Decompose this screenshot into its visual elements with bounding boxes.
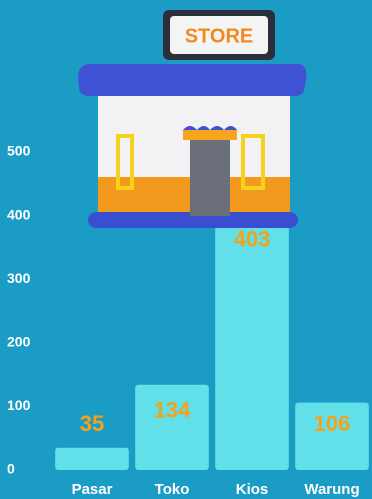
value-label: 35 [80,411,104,436]
value-label: 134 [154,398,191,423]
x-tick-label: Toko [155,481,190,498]
bar [295,402,369,470]
bar [135,384,209,470]
store-illustration: STORE [78,10,307,228]
y-tick-label: 300 [7,270,31,286]
y-tick-label: 400 [7,206,31,222]
sign-text: STORE [185,25,254,47]
value-label: 403 [234,227,271,252]
bar [215,213,289,470]
x-tick-label: Kios [236,481,269,498]
bars [55,213,369,470]
y-tick-label: 100 [7,397,31,413]
x-tick-label: Pasar [72,481,113,498]
bar [55,447,129,470]
y-tick-label: 500 [7,143,31,159]
value-label: 106 [314,411,351,436]
x-tick-label: Warung [304,481,359,498]
y-tick-label: 200 [7,334,31,350]
y-tick-label: 0 [7,461,15,477]
